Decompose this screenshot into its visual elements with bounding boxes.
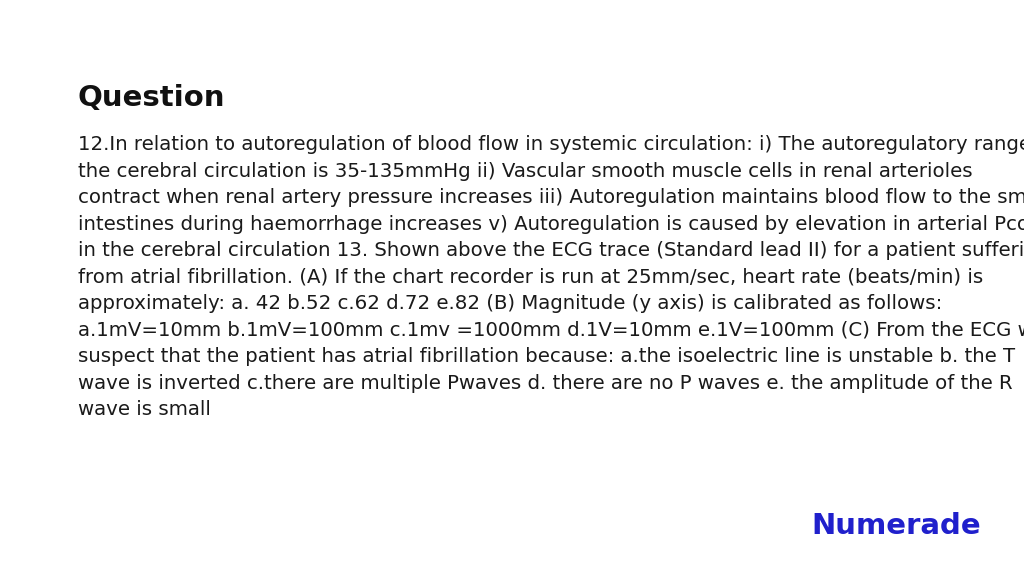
Text: 12.In relation to autoregulation of blood flow in systemic circulation: i) The a: 12.In relation to autoregulation of bloo…: [78, 135, 1024, 419]
Text: Numerade: Numerade: [811, 512, 981, 540]
Text: Question: Question: [78, 84, 225, 112]
